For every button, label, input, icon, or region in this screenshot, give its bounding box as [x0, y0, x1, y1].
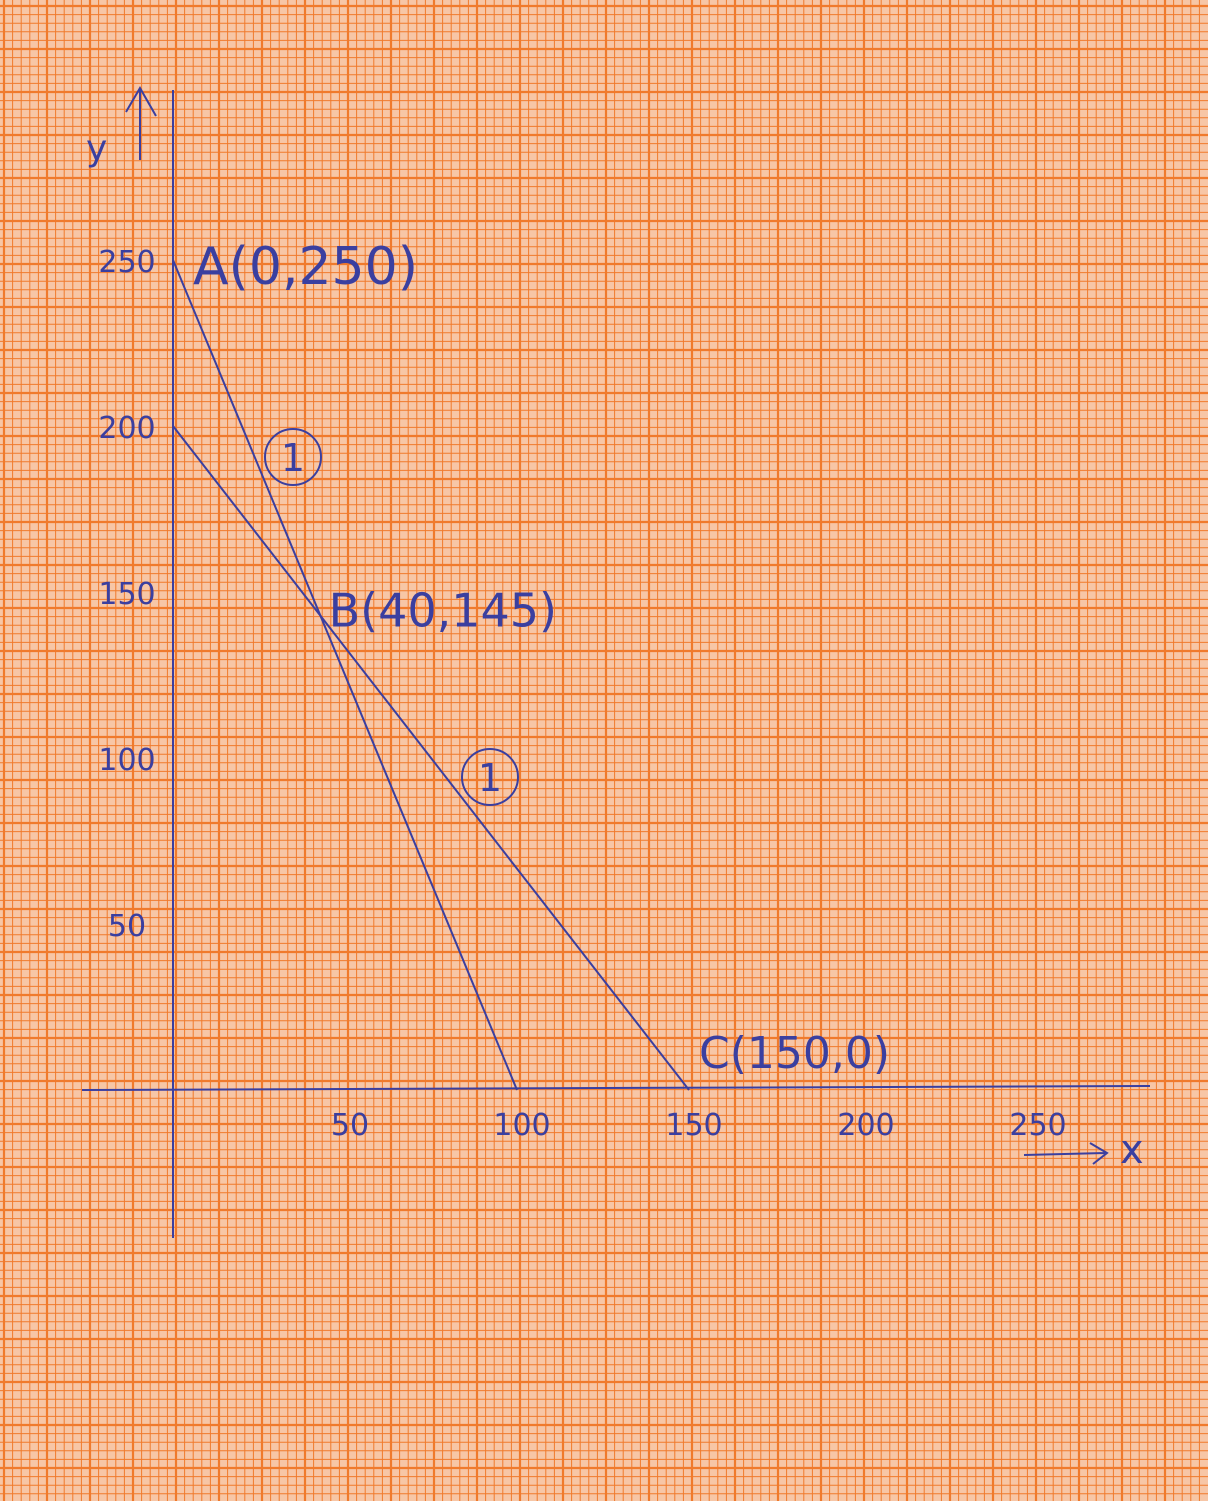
point-annotations: A(0,250) B(40,145) C(150,0) 1 1: [193, 237, 890, 1079]
y-axis-arrow-icon: [125, 86, 157, 160]
y-tick-label: 200: [98, 411, 155, 446]
x-tick-label: 250: [1009, 1108, 1066, 1143]
point-label: C(150,0): [699, 1028, 890, 1079]
point-label: A(0,250): [193, 237, 418, 297]
x-tick-labels: 50 100 150 200 250: [331, 1108, 1067, 1143]
series-line-1: [172, 259, 518, 1091]
circled-mark-label: 1: [478, 756, 502, 800]
y-tick-label: 100: [98, 743, 155, 778]
series-line-2: [172, 425, 690, 1091]
y-axis-label: y: [86, 128, 107, 169]
circled-mark-label: 1: [281, 436, 305, 480]
x-tick-label: 100: [493, 1108, 550, 1143]
y-tick-label: 150: [98, 577, 155, 612]
x-tick-label: 150: [665, 1108, 722, 1143]
circled-mark-icon: [264, 428, 322, 486]
y-tick-label: 250: [98, 245, 155, 280]
series-lines: [172, 259, 690, 1091]
x-tick-label: 200: [837, 1108, 894, 1143]
x-tick-label: 50: [331, 1108, 369, 1143]
y-tick-labels: 50 100 150 200 250: [98, 245, 155, 944]
x-axis: [81, 1085, 1151, 1091]
y-tick-label: 50: [108, 909, 146, 944]
x-axis-label: x: [1120, 1127, 1144, 1173]
circled-mark-icon: [461, 748, 519, 806]
x-axis-arrow-icon: [1023, 1142, 1109, 1165]
point-label: B(40,145): [329, 584, 557, 638]
